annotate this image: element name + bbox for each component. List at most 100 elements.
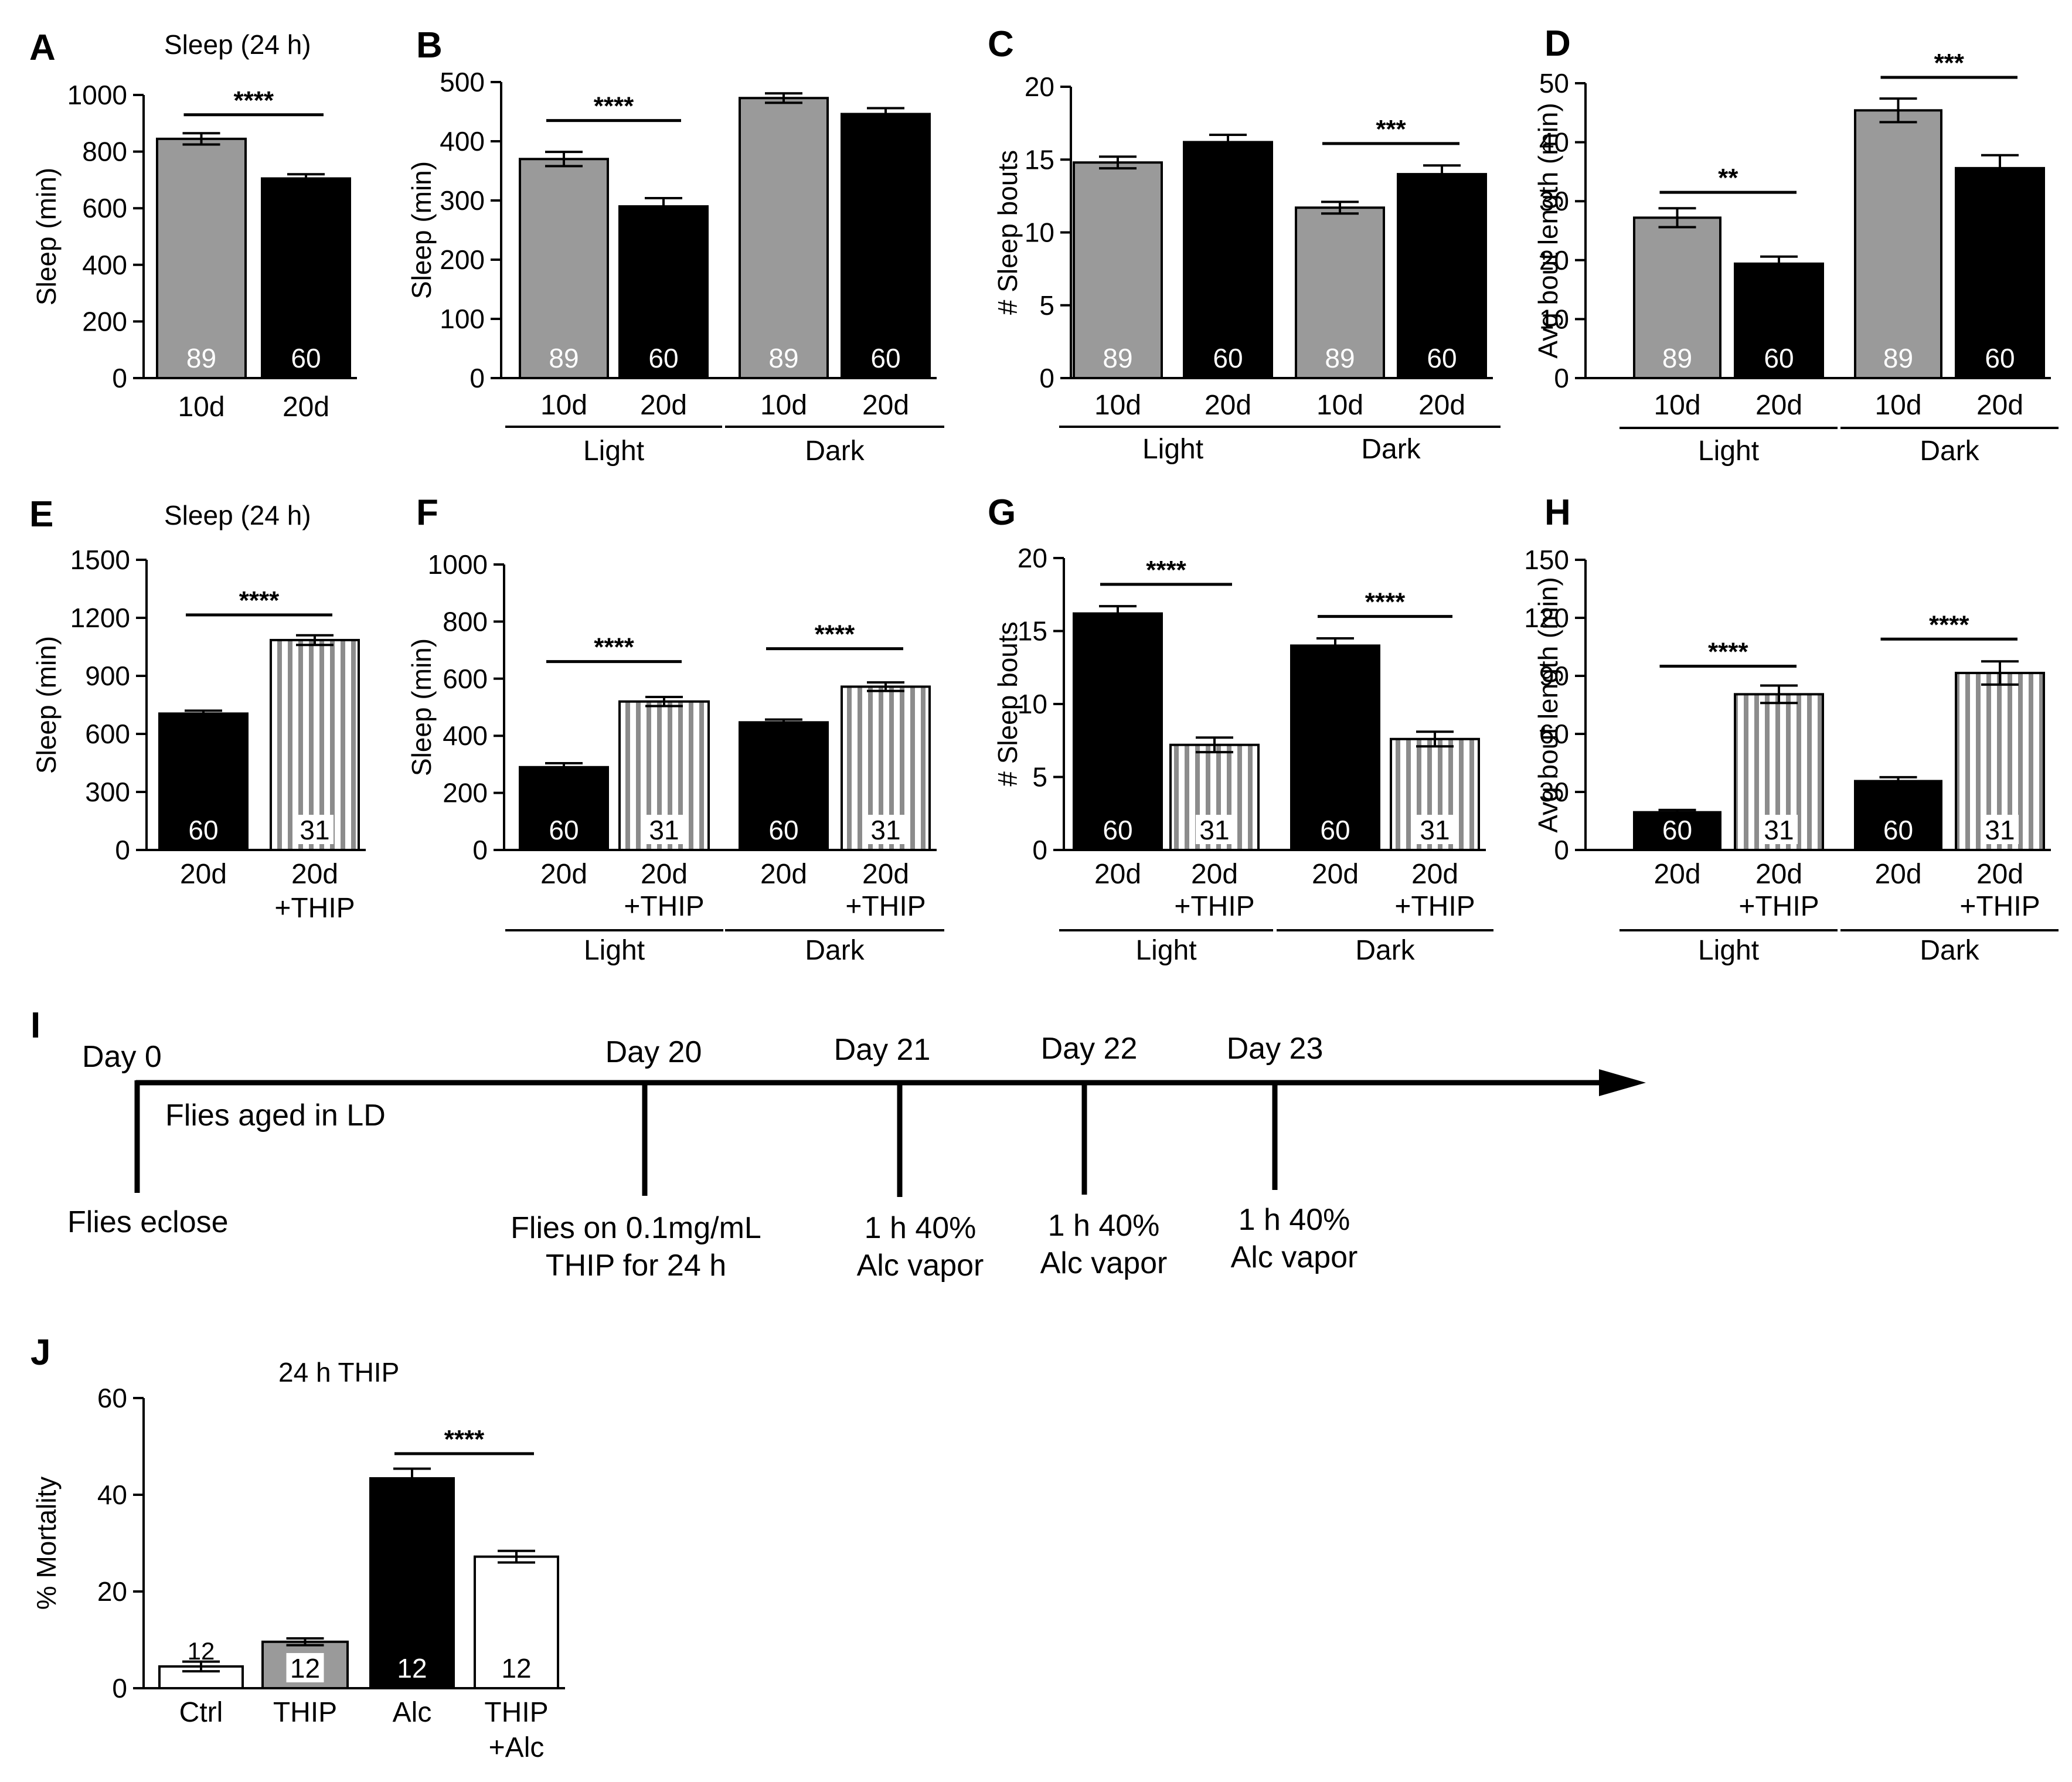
panel-d-n-label: 89	[1662, 343, 1692, 373]
panel-j-sig-label: ****	[444, 1425, 485, 1454]
panel-e-n-label: 60	[188, 815, 218, 845]
panel-e-x-tick-label: 20d	[180, 859, 227, 890]
panel-a-y-label: Sleep (min)	[31, 168, 62, 305]
panel-g-y-tick-label: 10	[1018, 689, 1047, 719]
timeline-day-label: Day 22	[1041, 1032, 1138, 1066]
panel-b-y-tick-label: 0	[469, 363, 485, 393]
panel-a-y-tick-label: 600	[82, 193, 127, 223]
panel-d-y-label: Avg bout length (min)	[1533, 103, 1563, 358]
panel-g-x-tick-label: +THIP	[1394, 891, 1475, 922]
timeline-arrowhead	[1599, 1069, 1646, 1096]
panel-a-n-label: 60	[291, 343, 321, 373]
panel-letter-i: I	[30, 1005, 40, 1046]
panel-c-n-label: 89	[1325, 343, 1355, 373]
panel-f-n-label-bg	[867, 815, 904, 844]
panel-e-x-tick-label: +THIP	[274, 893, 355, 924]
panel-h-n-label: 60	[1883, 815, 1913, 845]
panel-f-n-label: 31	[649, 815, 679, 845]
panel-b-sig-label: ****	[594, 92, 634, 121]
panel-g-y-label: # Sleep bouts	[992, 621, 1023, 786]
panel-d-y-tick-label: 20	[1539, 245, 1569, 276]
panel-b-letter: B	[416, 25, 443, 66]
panel-g-y-tick-label: 0	[1032, 835, 1047, 865]
panel-j-x-tick-label: Ctrl	[179, 1697, 223, 1728]
panel-c-group-label: Light	[1142, 434, 1203, 465]
panel-b-chart: B 0 100 200 300 400 500 Sleep (min) 89 10d 60 20d 89…	[406, 25, 944, 467]
panel-h-n-label: 60	[1662, 815, 1692, 845]
panel-g-n-label-bg	[1416, 815, 1454, 844]
panel-h-n-label: 31	[1764, 815, 1794, 845]
panel-j-n-label: 12	[501, 1653, 531, 1684]
panel-d-bar	[1854, 109, 1942, 379]
panel-b-bar	[519, 158, 609, 379]
panel-d-n-label: 60	[1985, 343, 2015, 373]
panel-e-letter: E	[29, 494, 53, 535]
panel-j-chart: J 24 h THIP 0 20 40 60 % Mortality 12 Ctrl 12 THIP…	[30, 1332, 565, 1763]
panel-c-y-label: # Sleep bouts	[992, 150, 1023, 315]
panel-j-n-label: 12	[188, 1637, 215, 1665]
panel-g-sig-label: ****	[1365, 588, 1406, 617]
panel-a-y-tick-label: 400	[82, 250, 127, 280]
panel-b-y-label: Sleep (min)	[406, 161, 437, 299]
panel-j-title: 24 h THIP	[278, 1357, 399, 1387]
panel-d-sig-label: **	[1718, 164, 1738, 192]
panel-g-group-label: Dark	[1355, 935, 1415, 966]
panel-f-group-label: Light	[584, 935, 645, 966]
panel-c-x-tick-label: 10d	[1316, 390, 1363, 421]
panel-g-n-label: 60	[1103, 815, 1132, 845]
panel-f-x-tick-label: +THIP	[845, 891, 926, 922]
panel-h-sig-label: ****	[1708, 638, 1748, 666]
panel-g-n-label: 60	[1320, 815, 1350, 845]
panel-h-y-tick-label: 90	[1539, 661, 1569, 691]
panel-c-y-tick-label: 5	[1039, 290, 1054, 321]
panel-b-y-tick-label: 300	[440, 185, 485, 216]
panel-b-x-tick-label: 20d	[862, 390, 909, 421]
panel-a-y-tick-label: 200	[82, 306, 127, 336]
panel-e-y-tick-label: 1500	[70, 545, 130, 575]
panel-c-y-tick-label: 0	[1039, 363, 1054, 393]
panel-g-x-tick-label: 20d	[1411, 859, 1458, 890]
panel-h-x-tick-label: +THIP	[1959, 891, 2040, 922]
timeline-day-label: Day 20	[605, 1035, 702, 1069]
panel-i-timeline: I Day 0 Day 20 Day 21 Day 22 Day 23 Flie…	[30, 1005, 1646, 1283]
panel-d-x-tick-label: 20d	[1976, 390, 2023, 421]
panel-b-bar	[618, 205, 709, 379]
panel-a-x-tick-label: 10d	[178, 392, 224, 423]
panel-c-group-label: Dark	[1361, 434, 1421, 465]
panel-b-bar	[739, 97, 829, 380]
panel-j-letter: J	[30, 1332, 50, 1373]
panel-j-y-tick-label: 20	[97, 1576, 127, 1607]
panel-f-n-label: 60	[768, 815, 798, 845]
panel-a-bar	[156, 137, 247, 380]
panel-e-n-label: 31	[300, 815, 329, 845]
panel-h-y-tick-label: 150	[1524, 545, 1569, 575]
panel-d-group-label: Light	[1698, 436, 1759, 467]
panel-b-y-tick-label: 200	[440, 244, 485, 275]
panel-h-n-label-bg	[1981, 815, 2019, 844]
panel-h-x-tick-label: 20d	[1653, 859, 1700, 890]
timeline-day-label: Day 0	[82, 1040, 162, 1074]
panel-e-n-label-bg	[296, 815, 334, 844]
panel-f-sig-label: ****	[594, 633, 634, 662]
panel-f-sig-label: ****	[815, 620, 855, 649]
panel-h-y-tick-label: 120	[1524, 603, 1569, 633]
timeline-event-label: 1 h 40%	[1239, 1203, 1350, 1237]
panel-c-n-label: 60	[1213, 343, 1243, 373]
panel-e-title: Sleep (24 h)	[164, 500, 311, 530]
panel-g-letter: G	[988, 492, 1016, 533]
panel-h-bar	[1854, 780, 1942, 852]
panel-a-x-tick-label: 20d	[283, 392, 329, 423]
panel-a-sig-label: ****	[234, 86, 274, 115]
panel-d-y-tick-label: 50	[1539, 68, 1569, 98]
timeline-event-label: Alc vapor	[857, 1249, 984, 1283]
panel-d-n-label: 60	[1764, 343, 1794, 373]
panel-h-group-label: Light	[1698, 935, 1759, 966]
panel-b-n-label: 89	[549, 343, 579, 373]
panel-d-y-tick-label: 10	[1539, 304, 1569, 334]
panel-h-n-label-bg	[1760, 815, 1798, 844]
panel-b-x-tick-label: 10d	[760, 390, 807, 421]
panel-g-x-tick-label: 20d	[1094, 859, 1141, 890]
panel-a-chart: A Sleep (24 h) 0 200 400 600 800 1000 Sleep (min…	[29, 28, 357, 423]
